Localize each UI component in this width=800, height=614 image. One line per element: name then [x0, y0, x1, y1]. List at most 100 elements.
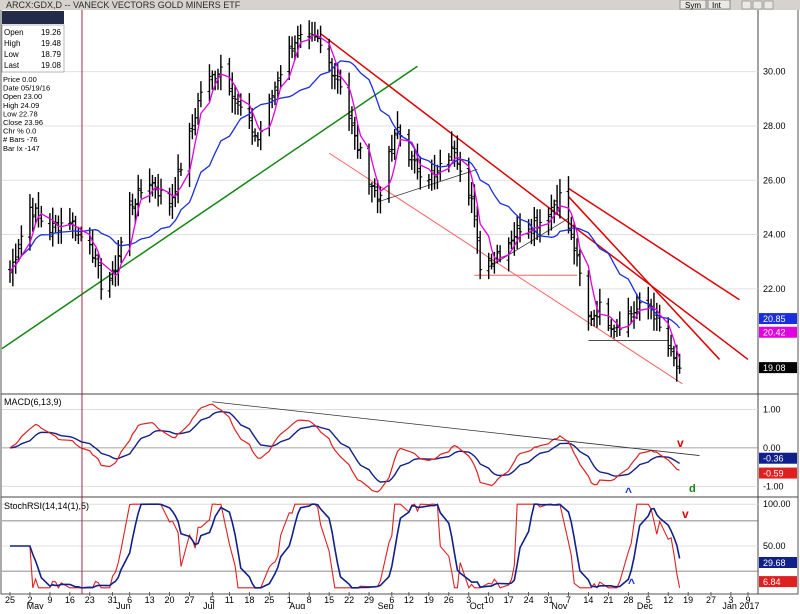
- ohlc-value: 18.79: [41, 50, 62, 59]
- cursor-info-line: Chr % 0.0: [3, 127, 36, 136]
- price-tick-label: 24.00: [763, 230, 786, 240]
- x-day-label: 25: [5, 595, 15, 605]
- x-day-label: 3: [466, 595, 471, 605]
- x-day-label: 9: [745, 595, 750, 605]
- x-month-label: Sep: [378, 601, 394, 609]
- x-day-label: 29: [364, 595, 374, 605]
- last-macd-text: -0.59: [763, 469, 784, 479]
- macd-tick-label: -1.00: [763, 481, 784, 491]
- axis-labels: 22.00 24.00 26.00 28.00 30.00 1.00 0.00 -1.00 10…: [5, 67, 791, 611]
- last-ma-fast-bg: [759, 326, 797, 338]
- last-price: 19.08: [759, 362, 797, 374]
- x-day-label: 12: [404, 595, 414, 605]
- x-day-label: 6: [127, 595, 132, 605]
- chart-frame: [0, 8, 799, 595]
- x-day-label: 1: [287, 595, 292, 605]
- last-stoch-slow: 29.68: [759, 556, 797, 568]
- x-month-label: Aug: [289, 601, 305, 609]
- last-price-text: 19.08: [763, 363, 786, 373]
- x-day-label: 14: [583, 595, 593, 605]
- cursor-info-line: Low 22.78: [3, 109, 38, 118]
- int-button[interactable]: Int: [707, 0, 731, 10]
- x-day-label: 26: [444, 595, 454, 605]
- cursor-info-line: High 24.09: [3, 101, 39, 110]
- last-ma-slow: 20.85: [759, 313, 797, 325]
- ohlc-value: 19.48: [41, 39, 62, 48]
- macd-line: [9, 403, 680, 493]
- stoch-slow-line: [10, 503, 681, 589]
- window-controls[interactable]: [741, 0, 774, 10]
- macd-divergence-line: [212, 401, 700, 456]
- x-month-label: May: [27, 601, 45, 609]
- moving-averages: [9, 34, 681, 359]
- cursor-info-line: Date 05/19/16: [3, 84, 50, 93]
- price-tick-label: 28.00: [763, 121, 786, 131]
- x-month-label: Jun: [116, 601, 131, 609]
- last-price-bg: [759, 362, 797, 374]
- last-stoch-fast-bg: [759, 576, 797, 588]
- ohlc-label: High: [4, 39, 20, 48]
- x-day-label: 24: [524, 595, 534, 605]
- x-day-label: 2: [27, 595, 32, 605]
- x-day-label: 15: [324, 595, 334, 605]
- last-stoch-fast-text: 6.84: [763, 577, 781, 587]
- ma-slow-line: [9, 60, 681, 329]
- maximize-icon[interactable]: [752, 0, 763, 10]
- last-ma-slow-text: 20.85: [763, 314, 786, 324]
- macd-lines: [9, 401, 700, 493]
- red-downtrend-line: [320, 33, 749, 361]
- x-day-label: 16: [65, 595, 75, 605]
- sym-button-label: Sym: [685, 1, 701, 10]
- x-day-label: 5: [646, 595, 651, 605]
- x-day-label: 19: [424, 595, 434, 605]
- ma-fast-line: [9, 34, 681, 359]
- title-bar: [0, 0, 800, 10]
- x-day-label: 31: [544, 595, 554, 605]
- x-day-label: 28: [623, 595, 633, 605]
- stoch-tick-label: 50.00: [763, 541, 786, 551]
- x-month-label: Jan 2017: [722, 601, 759, 609]
- stoch-tick-label: 100.00: [763, 499, 791, 509]
- x-day-label: 25: [264, 595, 274, 605]
- red-downtrend-line-3: [567, 196, 721, 360]
- ohlc-label: Open: [4, 28, 24, 37]
- x-day-label: 12: [663, 595, 673, 605]
- x-day-label: 8: [307, 595, 312, 605]
- last-ma-fast: 20.42: [759, 326, 797, 338]
- cursor-info-line: # Bars -76: [3, 135, 38, 144]
- last-stoch-fast: 6.84: [759, 576, 797, 588]
- x-day-label: 6: [389, 595, 394, 605]
- macd-caret-mark: ^: [625, 485, 632, 499]
- wedge-line-2: [488, 217, 569, 268]
- last-macd-signal: -0.36: [759, 452, 797, 464]
- x-day-label: 23: [85, 595, 95, 605]
- cursor-info-line: Open 23.00: [3, 92, 42, 101]
- x-day-label: 20: [165, 595, 175, 605]
- red-downtrend-line-2: [568, 187, 740, 301]
- last-ma-slow-bg: [759, 313, 797, 325]
- x-day-label: 17: [504, 595, 514, 605]
- macd-d-mark: d: [689, 483, 696, 495]
- x-day-label: 9: [47, 595, 52, 605]
- last-ma-fast-text: 20.42: [763, 328, 786, 338]
- last-macd: -0.59: [759, 467, 797, 479]
- x-month-label: Dec: [637, 601, 654, 609]
- stoch-fast-line: [10, 503, 681, 589]
- x-day-label: 5: [210, 595, 215, 605]
- last-value-labels: 20.85 20.42 19.08 -0.36 -0.59 29.68 6.84: [759, 313, 797, 588]
- close-icon[interactable]: [763, 0, 774, 10]
- price-tick-label: 30.00: [763, 67, 786, 77]
- int-button-label: Int: [712, 1, 722, 10]
- trendlines: [1, 33, 749, 385]
- ohlc-value: 19.08: [41, 61, 62, 70]
- price-bars: [8, 20, 682, 382]
- minimize-icon[interactable]: [741, 0, 752, 10]
- ohlc-value: 19.26: [41, 28, 62, 37]
- sym-button[interactable]: Sym: [679, 0, 707, 10]
- x-month-label: Nov: [551, 601, 568, 609]
- x-day-label: 22: [344, 595, 354, 605]
- green-trendline: [1, 65, 418, 350]
- macd-title: MACD(6,13,9): [4, 397, 62, 407]
- last-macd-signal-text: -0.36: [763, 454, 784, 464]
